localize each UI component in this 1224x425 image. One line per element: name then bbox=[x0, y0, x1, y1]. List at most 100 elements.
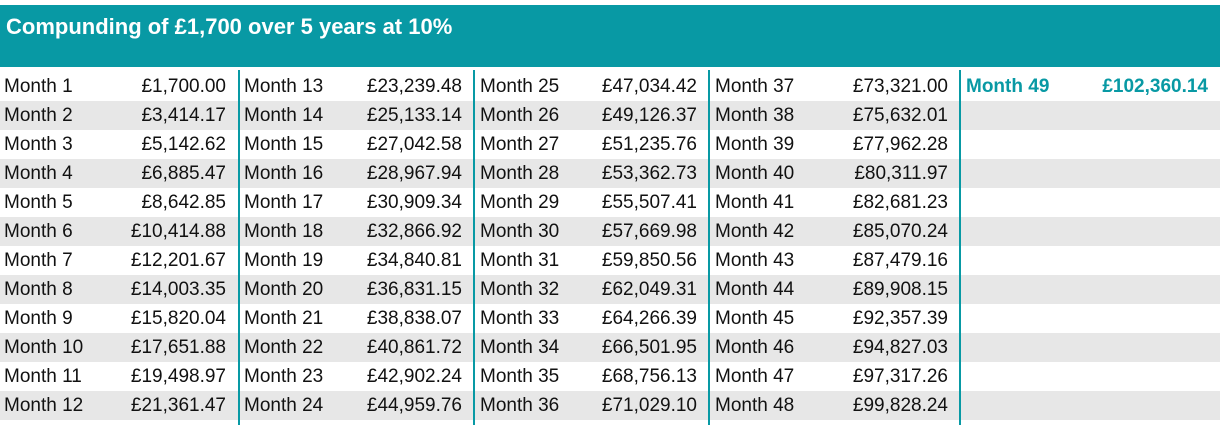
amount: £40,861.72 bbox=[366, 337, 462, 358]
amount: £12,201.67 bbox=[130, 250, 226, 271]
month-label: Month 40 bbox=[715, 163, 795, 184]
month-label: Month 17 bbox=[244, 192, 324, 213]
month-label: Month 23 bbox=[244, 366, 324, 387]
month-label: Month 13 bbox=[244, 76, 324, 97]
amount: £15,820.04 bbox=[130, 308, 226, 329]
month-label: Month 1 bbox=[4, 76, 73, 97]
month-label: Month 25 bbox=[480, 76, 560, 97]
month-label: Month 34 bbox=[480, 337, 560, 358]
amount: £82,681.23 bbox=[852, 192, 948, 213]
amount: £51,235.76 bbox=[601, 134, 697, 155]
month-label: Month 10 bbox=[4, 337, 84, 358]
row-shade bbox=[0, 159, 1220, 188]
row-shade bbox=[0, 217, 1220, 246]
amount: £30,909.34 bbox=[366, 192, 462, 213]
amount: £68,756.13 bbox=[601, 366, 697, 387]
month-label: Month 45 bbox=[715, 308, 795, 329]
amount: £59,850.56 bbox=[601, 250, 697, 271]
month-label: Month 39 bbox=[715, 134, 795, 155]
month-label: Month 20 bbox=[244, 279, 324, 300]
amount: £75,632.01 bbox=[852, 105, 948, 126]
month-label: Month 26 bbox=[480, 105, 560, 126]
month-label: Month 37 bbox=[715, 76, 795, 97]
month-label: Month 41 bbox=[715, 192, 795, 213]
amount: £38,838.07 bbox=[366, 308, 462, 329]
month-label: Month 19 bbox=[244, 250, 324, 271]
amount: £99,828.24 bbox=[852, 395, 948, 416]
amount: £21,361.47 bbox=[130, 395, 226, 416]
amount: £62,049.31 bbox=[601, 279, 697, 300]
month-label: Month 8 bbox=[4, 279, 73, 300]
month-label: Month 36 bbox=[480, 395, 560, 416]
amount: £8,642.85 bbox=[141, 192, 226, 213]
row-shade bbox=[0, 391, 1220, 420]
month-label: Month 14 bbox=[244, 105, 324, 126]
month-label: Month 18 bbox=[244, 221, 324, 242]
column-divider bbox=[238, 70, 240, 425]
amount: £80,311.97 bbox=[854, 163, 948, 184]
amount: £102,360.14 bbox=[1102, 76, 1208, 97]
amount: £87,479.16 bbox=[852, 250, 948, 271]
amount: £64,266.39 bbox=[601, 308, 697, 329]
month-label: Month 22 bbox=[244, 337, 324, 358]
month-label: Month 43 bbox=[715, 250, 795, 271]
month-label: Month 33 bbox=[480, 308, 560, 329]
amount: £28,967.94 bbox=[366, 163, 462, 184]
amount: £49,126.37 bbox=[601, 105, 697, 126]
row-shade bbox=[0, 275, 1220, 304]
row-shade bbox=[0, 333, 1220, 362]
month-label: Month 21 bbox=[244, 308, 324, 329]
month-label: Month 47 bbox=[715, 366, 795, 387]
month-label: Month 3 bbox=[4, 134, 73, 155]
amount: £32,866.92 bbox=[366, 221, 462, 242]
amount: £25,133.14 bbox=[366, 105, 462, 126]
month-label: Month 35 bbox=[480, 366, 560, 387]
amount: £94,827.03 bbox=[852, 337, 948, 358]
month-label: Month 2 bbox=[4, 105, 73, 126]
amount: £55,507.41 bbox=[601, 192, 697, 213]
title-bar: Compunding of £1,700 over 5 years at 10% bbox=[0, 5, 1220, 67]
amount: £19,498.97 bbox=[130, 366, 226, 387]
month-label: Month 4 bbox=[4, 163, 73, 184]
month-label: Month 12 bbox=[4, 395, 84, 416]
month-label: Month 9 bbox=[4, 308, 73, 329]
month-label: Month 5 bbox=[4, 192, 73, 213]
amount: £14,003.35 bbox=[130, 279, 226, 300]
month-label: Month 28 bbox=[480, 163, 560, 184]
column-divider bbox=[473, 70, 475, 425]
row-shade bbox=[0, 101, 1220, 130]
month-label: Month 11 bbox=[4, 366, 82, 387]
amount: £53,362.73 bbox=[601, 163, 697, 184]
amount: £97,317.26 bbox=[852, 366, 948, 387]
month-label: Month 48 bbox=[715, 395, 795, 416]
month-label: Month 6 bbox=[4, 221, 73, 242]
amount: £23,239.48 bbox=[366, 76, 462, 97]
month-label: Month 46 bbox=[715, 337, 795, 358]
amount: £27,042.58 bbox=[366, 134, 462, 155]
amount: £34,840.81 bbox=[366, 250, 462, 271]
amount: £6,885.47 bbox=[141, 163, 226, 184]
column-divider bbox=[959, 70, 961, 425]
amount: £57,669.98 bbox=[601, 221, 697, 242]
amount: £42,902.24 bbox=[366, 366, 462, 387]
amount: £92,357.39 bbox=[852, 308, 948, 329]
month-label: Month 38 bbox=[715, 105, 795, 126]
amount: £44,959.76 bbox=[366, 395, 462, 416]
month-label: Month 32 bbox=[480, 279, 560, 300]
month-label: Month 42 bbox=[715, 221, 795, 242]
amount: £85,070.24 bbox=[852, 221, 948, 242]
month-label: Month 7 bbox=[4, 250, 73, 271]
amount: £3,414.17 bbox=[141, 105, 226, 126]
column-divider bbox=[708, 70, 710, 425]
month-label: Month 29 bbox=[480, 192, 560, 213]
month-label: Month 16 bbox=[244, 163, 324, 184]
amount: £36,831.15 bbox=[366, 279, 462, 300]
month-label: Month 27 bbox=[480, 134, 560, 155]
month-label: Month 44 bbox=[715, 279, 795, 300]
amount: £10,414.88 bbox=[130, 221, 226, 242]
amount: £5,142.62 bbox=[141, 134, 226, 155]
month-label: Month 31 bbox=[480, 250, 560, 271]
month-label: Month 15 bbox=[244, 134, 324, 155]
amount: £47,034.42 bbox=[601, 76, 697, 97]
